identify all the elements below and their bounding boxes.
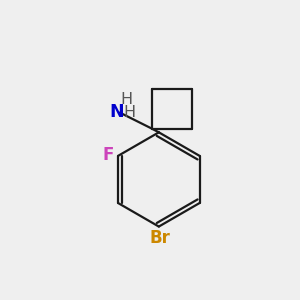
Text: N: N [110,103,124,121]
Text: Br: Br [149,229,170,247]
Text: H: H [123,105,135,120]
Text: H: H [120,92,132,107]
Text: F: F [103,146,114,164]
